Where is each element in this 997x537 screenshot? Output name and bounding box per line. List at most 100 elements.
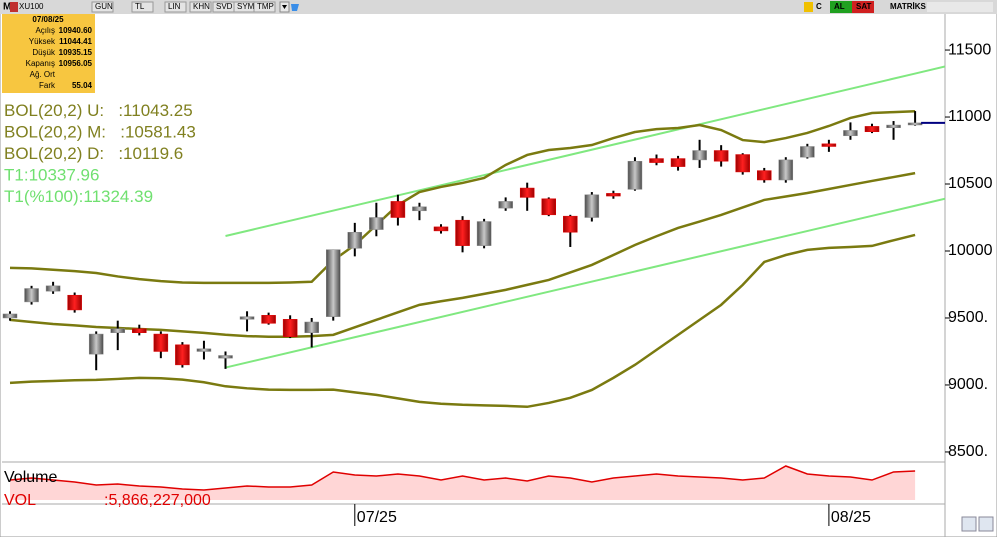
info-label: Düşük — [32, 48, 56, 57]
info-date: 07/08/25 — [32, 15, 64, 24]
indicator-name: T1: — [4, 166, 29, 185]
candle-body-down — [649, 158, 664, 163]
candle-body-down — [175, 344, 190, 366]
volume-name: VOL — [4, 492, 36, 509]
bollinger-band — [9, 233, 916, 409]
toolbar-button[interactable] — [91, 1, 114, 13]
candle-body-down — [390, 201, 406, 218]
candle-body-up — [88, 333, 104, 355]
candle-body-down — [519, 187, 535, 198]
trade-button[interactable] — [852, 1, 874, 13]
info-value: 11044.41 — [59, 37, 92, 46]
indicator-name: BOL(20,2) U: : — [4, 101, 123, 120]
candle-body-up — [412, 206, 427, 212]
candle-body-down — [282, 319, 298, 337]
symbol-icon — [10, 2, 18, 12]
candle-body-down — [261, 315, 276, 324]
y-tick-label: 11000 — [948, 108, 991, 125]
indicator-label: BOL(20,2) U: :11043.25 — [4, 101, 193, 120]
y-tick-label: 9000. — [948, 376, 988, 393]
toolbar-right-label[interactable]: C — [816, 2, 822, 11]
toolbar-button-label[interactable]: SYM — [237, 2, 255, 11]
candle-body-up — [800, 146, 815, 158]
candle-body-up — [326, 249, 341, 317]
indicator-name: BOL(20,2) D: : — [4, 144, 123, 163]
flash-icon[interactable] — [804, 2, 813, 12]
trendline — [225, 65, 945, 237]
candle-body-up — [692, 150, 707, 161]
candle-body-up — [843, 130, 858, 137]
indicator-label: T1(%100):11324.39 — [4, 187, 153, 206]
y-tick-label: 10500 — [948, 175, 993, 192]
volume-separator: : — [104, 492, 108, 509]
indicator-name: T1(%100): — [4, 187, 83, 206]
settings-button[interactable] — [978, 516, 994, 532]
candle-body-up — [476, 221, 492, 246]
y-tick-label: 9500. — [948, 309, 988, 326]
candle-body-up — [584, 194, 600, 218]
volume-title: Volume — [4, 469, 57, 486]
indicator-label: BOL(20,2) M: :10581.43 — [4, 123, 196, 142]
y-tick-label: 8500. — [948, 443, 988, 460]
toolbar-button[interactable] — [253, 1, 276, 13]
dropdown-arrow — [282, 5, 287, 9]
bollinger-band — [9, 171, 916, 338]
toolbar-button[interactable] — [164, 1, 187, 13]
toolbar-button-label[interactable]: GUN — [95, 2, 113, 11]
candle-body-up — [218, 355, 233, 359]
volume-last-value: 5,866,227,000 — [108, 492, 210, 509]
candle-body-down — [433, 226, 449, 232]
candle-body-up — [347, 231, 363, 249]
toolbar-button-label[interactable]: KHN — [193, 2, 210, 11]
candle-body-up — [196, 348, 212, 352]
toolbar-buttons: GUN TL LIN KHN SVD SYM TMP — [91, 1, 276, 13]
candle-body-down — [864, 126, 880, 133]
toolbar-button[interactable] — [189, 1, 212, 13]
candle-body-down — [606, 193, 621, 197]
info-label: Yüksek — [29, 37, 56, 46]
candle-body-up — [304, 321, 319, 333]
candle-body-up — [778, 159, 794, 181]
volume-value: :5,866,227,000 — [104, 492, 211, 509]
indicator-value: 11043.25 — [123, 101, 193, 120]
toolbar-button-label[interactable]: TL — [135, 2, 145, 11]
toolbar-button-label[interactable]: TMP — [257, 2, 274, 11]
toolbar-button-label[interactable]: SVD — [216, 2, 233, 11]
trade-button[interactable] — [830, 1, 852, 13]
candle-body-down — [735, 154, 750, 173]
toolbar-button[interactable] — [131, 1, 154, 13]
volume-line — [9, 465, 916, 491]
toolbar-button-label[interactable]: LIN — [168, 2, 181, 11]
toolbar-right-label[interactable]: MATRİKS — [890, 2, 927, 11]
info-value: 10956.05 — [59, 59, 93, 68]
toolbar-right-label[interactable]: AL — [834, 2, 845, 11]
symbol[interactable]: XU100 — [19, 2, 44, 11]
candle-body-down — [153, 333, 169, 352]
window-controls[interactable] — [927, 2, 993, 12]
info-box — [2, 14, 95, 93]
candle-body-up — [45, 285, 61, 292]
sync-button[interactable] — [961, 516, 977, 532]
indicator-label: BOL(20,2) D: :10119.6 — [4, 144, 183, 163]
plot-area — [2, 65, 945, 409]
candle-body-down — [563, 215, 578, 233]
indicator-value: 10119.6 — [123, 144, 183, 163]
twitter-icon[interactable] — [291, 4, 299, 11]
candle-body-down — [132, 328, 147, 333]
candle-body-up — [2, 313, 18, 319]
indicator-name: BOL(20,2) M: : — [4, 123, 125, 142]
candle-body-up — [886, 124, 901, 128]
candle-body-up — [110, 328, 125, 333]
candle-body-up — [907, 122, 923, 126]
bollinger-band — [9, 109, 916, 285]
candle-body-up — [239, 316, 255, 320]
candle-body-down — [821, 143, 837, 147]
candle-body-up — [498, 201, 513, 209]
toolbar-right-label[interactable]: SAT — [856, 2, 872, 11]
info-value: 10935.15 — [59, 48, 93, 57]
candle-body-down — [713, 150, 729, 162]
